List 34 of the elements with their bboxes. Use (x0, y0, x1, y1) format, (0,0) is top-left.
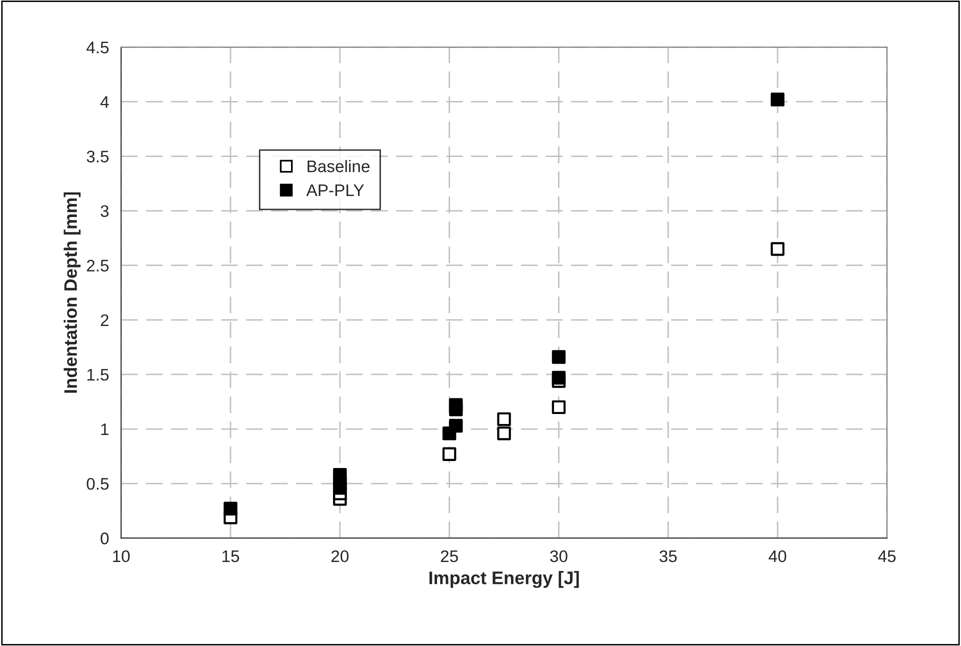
legend-label: Baseline (308, 160, 370, 172)
point (770, 242, 784, 256)
point (449, 398, 463, 412)
x-tick-label: 20 (331, 550, 349, 562)
legend-label: AP-PLY (306, 184, 364, 196)
point (552, 350, 566, 364)
x-tick-label: 45 (878, 550, 896, 562)
x-tick-label: 30 (550, 550, 568, 562)
point (552, 370, 566, 385)
y-tick-label: 1.5 (87, 369, 109, 381)
point (770, 92, 784, 106)
y-axis-title: Indentation Depth [mm] (64, 192, 81, 393)
point (552, 400, 566, 414)
x-tick-label: 25 (440, 550, 458, 562)
x-tick-label: 35 (660, 550, 677, 562)
x-axis-title: Impact Energy [J] (430, 571, 579, 588)
y-tick-label: 3.5 (86, 150, 109, 162)
y-tick-label: 0.5 (86, 478, 109, 490)
point (224, 502, 238, 516)
y-tick-label: 0 (100, 532, 109, 544)
x-tick-label: 10 (113, 550, 130, 562)
y-tick-label: 4 (100, 96, 109, 108)
x-tick-label: 40 (768, 550, 786, 562)
y-tick-label: 1 (101, 424, 108, 436)
y-tick-label: 4.5 (86, 42, 109, 54)
y-tick-label: 3 (100, 205, 109, 218)
y-tick-label: 2 (100, 314, 108, 326)
point (442, 447, 456, 461)
point (333, 468, 347, 482)
x-tick-label: 15 (222, 550, 240, 562)
point (449, 418, 463, 433)
y-tick-label: 2.5 (86, 260, 109, 272)
point (497, 412, 511, 426)
point (497, 426, 511, 440)
